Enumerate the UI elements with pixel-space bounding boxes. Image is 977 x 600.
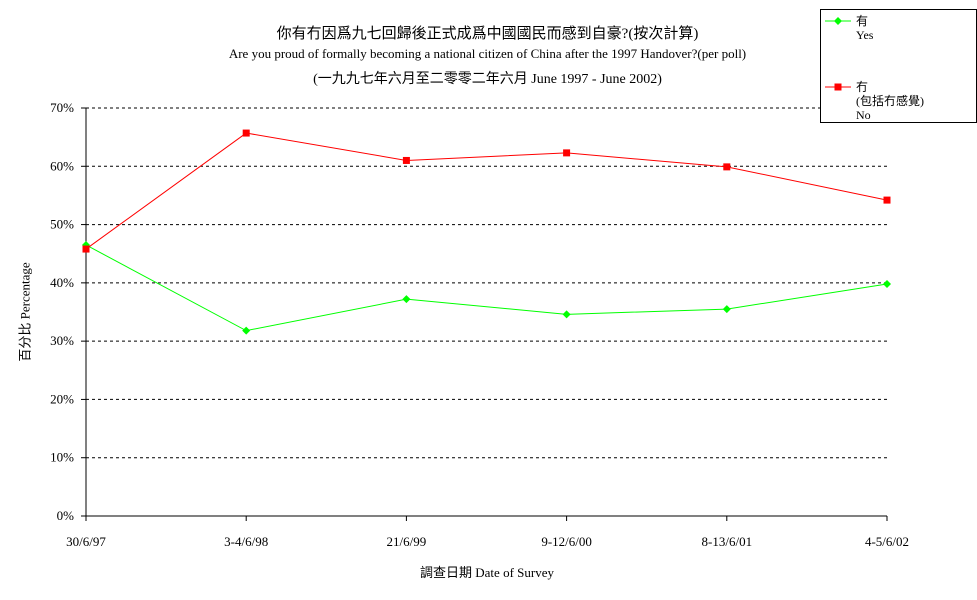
data-point <box>402 295 411 304</box>
x-axis-label: 調查日期 Date of Survey <box>420 565 554 580</box>
y-tick-label: 20% <box>50 391 74 406</box>
chart-date-range: (一九九七年六月至二零零二年六月 June 1997 - June 2002) <box>313 72 662 87</box>
data-point <box>723 163 731 171</box>
y-tick-label: 60% <box>50 158 74 173</box>
x-tick-label: 21/6/99 <box>387 534 427 549</box>
data-point <box>563 149 571 157</box>
legend-label: 冇 (包括冇感覺) No <box>856 80 924 122</box>
legend-swatch <box>825 17 851 25</box>
y-tick-label: 50% <box>50 217 74 232</box>
data-point <box>242 326 251 335</box>
chart-title: 你有冇因爲九七回歸後正式成爲中國國民而感到自豪?(按次計算) <box>276 26 699 42</box>
series-line-1 <box>85 244 888 332</box>
series-line-2 <box>85 132 888 250</box>
data-point <box>402 156 410 164</box>
chart-legend: 有 Yes 冇 (包括冇感覺) No <box>820 9 977 123</box>
legend-label: 有 Yes <box>856 14 874 42</box>
legend-swatch <box>825 83 851 91</box>
x-tick-label: 9-12/6/00 <box>541 534 592 549</box>
y-tick-label: 10% <box>50 450 74 465</box>
y-tick-label: 70% <box>50 100 74 115</box>
y-axis-label: 百分比 Percentage <box>17 262 33 362</box>
data-point <box>883 196 891 204</box>
y-tick-label: 0% <box>57 508 75 523</box>
y-tick-label: 40% <box>50 275 74 290</box>
data-point <box>562 310 571 319</box>
x-tick-label: 8-13/6/01 <box>702 534 753 549</box>
x-tick-label: 4-5/6/02 <box>865 534 909 549</box>
y-tick-label: 30% <box>50 333 74 348</box>
x-tick-label: 30/6/97 <box>66 534 106 549</box>
data-point <box>883 280 891 289</box>
data-point <box>242 129 250 137</box>
data-point <box>722 305 731 314</box>
x-tick-label: 3-4/6/98 <box>224 534 268 549</box>
data-point <box>82 245 90 253</box>
chart-subtitle: Are you proud of formally becoming a nat… <box>228 46 747 61</box>
